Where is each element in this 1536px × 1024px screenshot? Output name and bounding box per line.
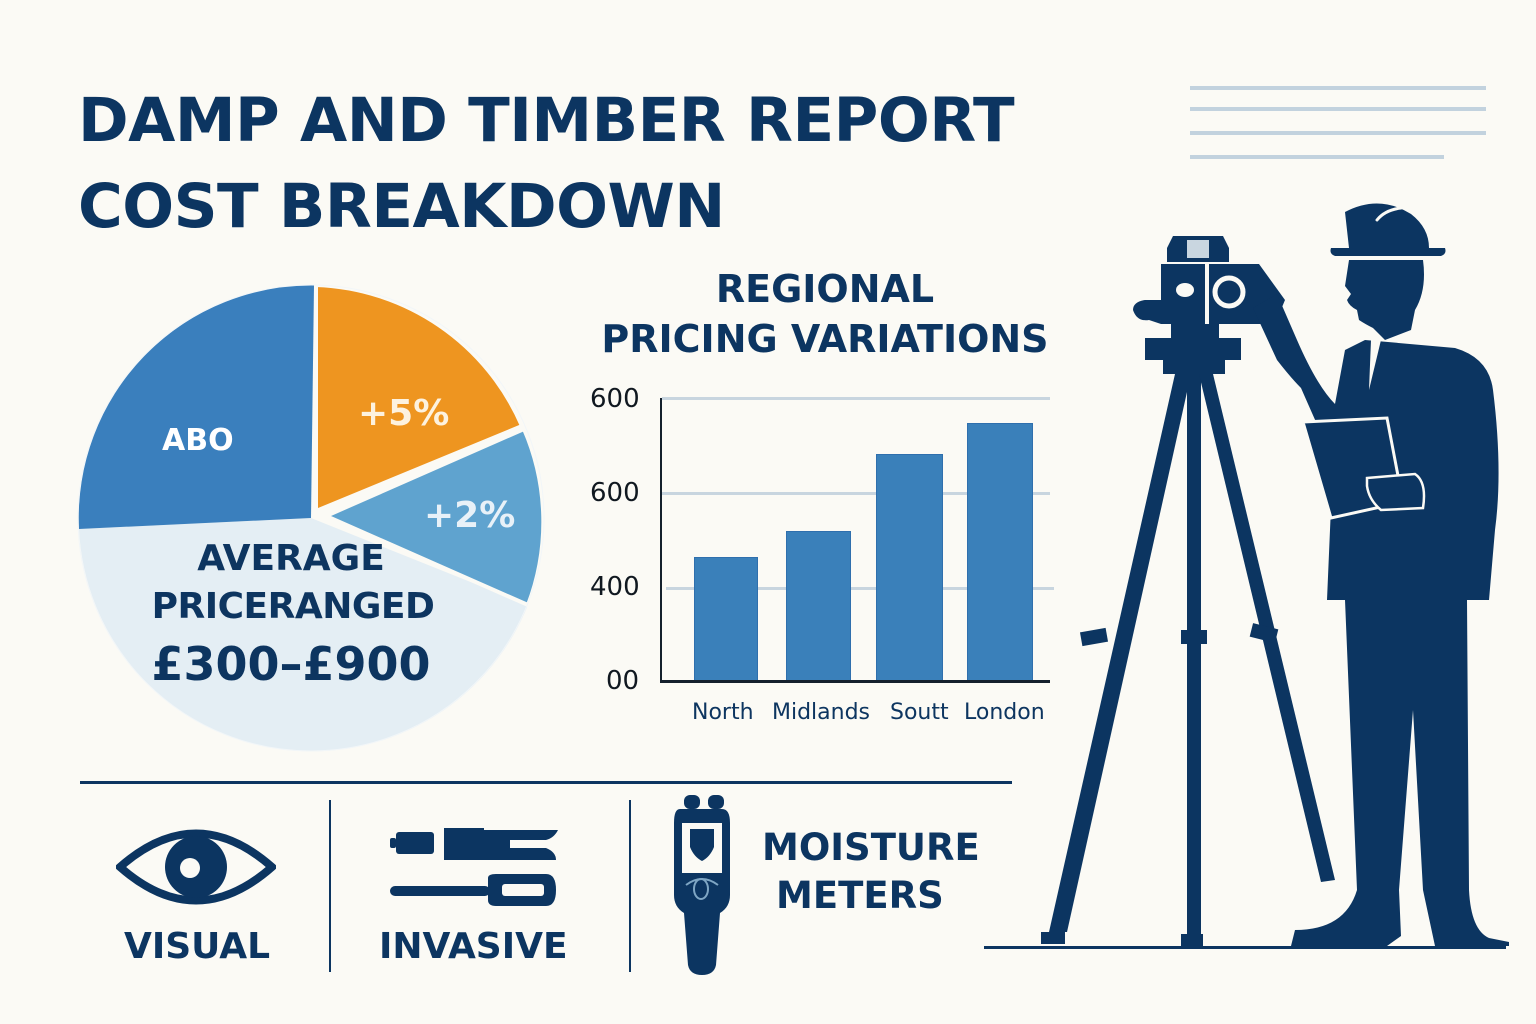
decorative-text-lines bbox=[1190, 86, 1486, 176]
bar-north bbox=[694, 557, 758, 681]
method-label-invasive: INVASIVE bbox=[379, 926, 568, 967]
method-separator bbox=[629, 800, 631, 972]
pie-label-plus-two: +2% bbox=[424, 495, 516, 536]
pie-center-price-range-value: £300–£900 bbox=[151, 637, 431, 691]
surveyor-illustration bbox=[1015, 190, 1515, 950]
y-tick-label: 600 bbox=[590, 384, 640, 414]
pie-label-abo: ABO bbox=[162, 423, 234, 458]
pie-slice-two bbox=[321, 426, 546, 608]
ground-line bbox=[984, 946, 1506, 949]
deco-line bbox=[1190, 155, 1444, 159]
deco-line bbox=[1190, 86, 1486, 90]
section-divider bbox=[80, 781, 1012, 784]
title-line-2: COST BREAKDOWN bbox=[78, 171, 725, 242]
bar-midlands bbox=[786, 531, 851, 681]
pie-center-average: AVERAGE bbox=[197, 538, 385, 579]
deco-line bbox=[1190, 131, 1486, 135]
x-tick-label: Midlands bbox=[772, 700, 871, 725]
moisture-label-line-1: MOISTURE bbox=[762, 826, 980, 869]
method-label-moisture-meters: MOISTURE METERS bbox=[762, 824, 980, 920]
y-tick-label: 400 bbox=[590, 572, 640, 602]
title-line-1: DAMP AND TIMBER REPORT bbox=[78, 85, 1015, 156]
bar-south bbox=[876, 454, 943, 681]
bar-chart-title-line-1: REGIONAL bbox=[715, 267, 935, 311]
x-tick-label: North bbox=[692, 700, 754, 725]
price-pie-chart: ABO +5% +2% AVERAGE PRICERANGED £300–£90… bbox=[76, 282, 546, 753]
x-axis bbox=[660, 680, 1050, 683]
y-tick-label: 00 bbox=[606, 666, 640, 696]
method-separator bbox=[329, 800, 331, 972]
moisture-meter-icon bbox=[674, 781, 746, 975]
gridline bbox=[662, 397, 1050, 400]
eye-icon bbox=[113, 822, 279, 912]
bar-chart-title-line-2: PRICING VARIATIONS bbox=[601, 317, 1049, 361]
deco-line bbox=[1190, 107, 1486, 111]
y-tick-label: 600 bbox=[590, 478, 640, 508]
moisture-label-line-2: METERS bbox=[776, 874, 944, 917]
method-label-visual: VISUAL bbox=[124, 926, 271, 967]
pie-center-price-range-label: PRICERANGED bbox=[151, 586, 435, 627]
x-tick-label: Soutt bbox=[890, 700, 949, 725]
bar-london bbox=[967, 423, 1033, 681]
invasive-tools-icon bbox=[390, 826, 560, 916]
bar-chart-title: REGIONAL PRICING VARIATIONS bbox=[585, 264, 1065, 364]
regional-bar-chart: 600 600 400 00 North Midlands Soutt Lond… bbox=[580, 380, 1060, 740]
x-tick-label: London bbox=[964, 700, 1045, 725]
gridline bbox=[662, 492, 1050, 495]
pie-label-plus-five: +5% bbox=[358, 393, 450, 434]
pie-slice-abo bbox=[78, 284, 314, 529]
pie-slice-average bbox=[79, 518, 528, 752]
y-axis bbox=[660, 398, 662, 682]
gridline bbox=[666, 587, 1054, 590]
hard-hat bbox=[1330, 203, 1446, 256]
page-title: DAMP AND TIMBER REPORT COST BREAKDOWN bbox=[78, 78, 1178, 250]
pie-graphic bbox=[77, 282, 546, 752]
